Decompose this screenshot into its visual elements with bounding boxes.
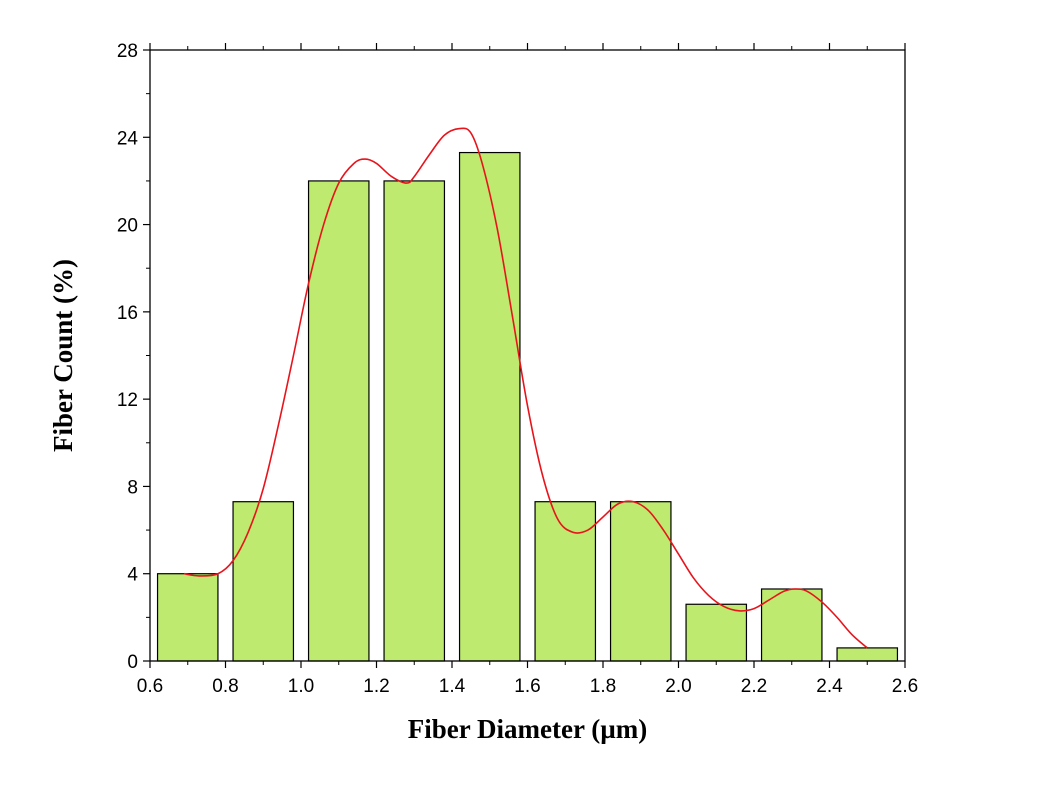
x-tick-label: 1.2 xyxy=(363,676,389,697)
histogram-bar-4 xyxy=(383,180,446,662)
x-tick-label: 2.0 xyxy=(665,676,691,697)
histogram-bar-3 xyxy=(307,180,370,662)
histogram-bar-5 xyxy=(458,151,521,662)
histogram-bar-6 xyxy=(534,501,597,662)
histogram-bar-10 xyxy=(836,647,899,662)
x-tick-label: 1.6 xyxy=(514,676,540,697)
x-tick-label: 2.2 xyxy=(741,676,767,697)
x-tick-label: 0.8 xyxy=(212,676,238,697)
y-tick-label: 12 xyxy=(117,390,138,411)
x-axis-title: Fiber Diameter (µm) xyxy=(408,714,647,744)
x-tick-label: 0.6 xyxy=(137,676,163,697)
y-tick-label: 8 xyxy=(127,477,138,498)
histogram-bar-7 xyxy=(609,501,672,662)
y-tick-label: 16 xyxy=(117,303,138,324)
histogram-bar-8 xyxy=(685,603,748,662)
axes-layer: 0.6 0.8 1.0 1.2 1.4 1.6 1.8 2.0 2.2 2.4 2.6 0 4 8 12 16… xyxy=(117,41,918,697)
y-tick-label: 28 xyxy=(117,41,138,62)
y-tick-label: 24 xyxy=(117,128,139,149)
y-tick-label: 4 xyxy=(127,565,138,586)
distribution-fit-curve xyxy=(183,127,868,649)
y-tick-label: 20 xyxy=(117,216,138,237)
x-tick-label: 1.8 xyxy=(590,676,616,697)
histogram-bar-1 xyxy=(156,573,219,662)
x-tick-label: 2.4 xyxy=(816,676,843,697)
y-tick-label: 0 xyxy=(127,652,138,673)
fit-curve-layer xyxy=(183,127,868,649)
x-tick-label: 1.0 xyxy=(288,676,314,697)
labels-layer: Fiber Diameter (µm) Fiber Count (%) xyxy=(48,259,647,744)
histogram-bar-2 xyxy=(232,501,295,662)
x-tick-label: 1.4 xyxy=(439,676,466,697)
x-tick-label: 2.6 xyxy=(892,676,918,697)
y-axis-title: Fiber Count (%) xyxy=(48,259,78,452)
